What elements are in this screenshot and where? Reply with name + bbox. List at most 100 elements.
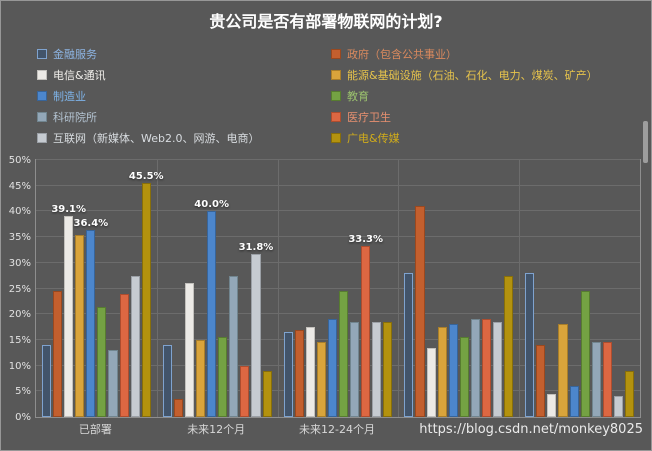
watermark: https://blog.csdn.net/monkey8025 — [419, 422, 643, 437]
legend-label: 政府（包含公共事业） — [347, 47, 457, 61]
bar[interactable] — [218, 337, 228, 417]
bar[interactable]: 39.1% — [51, 204, 86, 417]
bar[interactable] — [294, 329, 304, 417]
legend: 金融服务电信&通讯制造业科研院所互联网（新媒体、Web2.0、网游、电商） 政府（… — [37, 43, 598, 148]
bar[interactable] — [75, 234, 85, 417]
gridline — [36, 390, 640, 392]
legend-swatch-icon — [37, 90, 47, 101]
x-axis-label: 未来12个月 — [187, 423, 246, 436]
bar[interactable] — [481, 319, 492, 417]
gridline — [36, 364, 640, 366]
bar[interactable] — [162, 345, 172, 417]
bar[interactable] — [536, 345, 546, 417]
bar[interactable] — [97, 306, 107, 417]
legend-label: 制造业 — [53, 89, 86, 103]
legend-scrollbar[interactable] — [643, 121, 648, 163]
bar[interactable] — [283, 332, 293, 417]
bar[interactable] — [415, 206, 425, 417]
bar[interactable]: 40.0% — [194, 199, 229, 417]
bar[interactable] — [547, 393, 557, 417]
bar-value-label: 45.5% — [128, 171, 164, 183]
legend-item[interactable]: 科研院所 — [37, 109, 331, 125]
bar[interactable]: 36.4% — [73, 218, 108, 417]
group-separator — [398, 160, 400, 417]
bar[interactable] — [240, 365, 250, 417]
bar[interactable] — [569, 386, 579, 417]
bar[interactable] — [42, 345, 52, 417]
legend-swatch-icon — [37, 69, 47, 80]
bar[interactable] — [108, 350, 118, 417]
bar[interactable] — [119, 293, 129, 417]
bar[interactable] — [602, 342, 612, 417]
bar[interactable] — [504, 275, 514, 417]
bar[interactable] — [305, 327, 315, 417]
bar-value-label: 31.8% — [238, 241, 274, 253]
legend-swatch-icon — [37, 48, 47, 59]
bar[interactable] — [470, 319, 480, 417]
x-axis-labels: 已部署 未来12个月 未来12-24个月 — [35, 421, 639, 437]
bar[interactable] — [613, 396, 623, 417]
legend-label: 能源&基础设施（石油、石化、电力、煤炭、矿产） — [347, 68, 598, 82]
legend-item[interactable]: 金融服务 — [37, 46, 331, 62]
gridline — [36, 313, 640, 315]
bar[interactable] — [404, 273, 414, 417]
bar[interactable] — [558, 324, 568, 417]
bar[interactable] — [196, 339, 206, 417]
legend-item[interactable]: 互联网（新媒体、Web2.0、网游、电商） — [37, 130, 331, 146]
bar[interactable] — [173, 399, 183, 417]
y-axis-label: 45% — [8, 180, 31, 192]
bar[interactable]: 33.3% — [348, 234, 383, 417]
legend-item[interactable]: 医疗卫生 — [331, 109, 598, 125]
gridline — [36, 236, 640, 238]
y-axis-label: 20% — [8, 309, 31, 321]
bar[interactable] — [229, 275, 239, 417]
bar[interactable] — [184, 283, 195, 417]
x-axis-label: 未来12-24个月 — [299, 423, 375, 436]
bar[interactable] — [130, 275, 140, 417]
bar[interactable] — [580, 291, 590, 417]
bar[interactable] — [372, 321, 382, 417]
legend-item[interactable]: 能源&基础设施（石油、石化、电力、煤炭、矿产） — [331, 67, 598, 83]
bar[interactable]: 45.5% — [129, 171, 164, 417]
y-axis-label: 50% — [8, 155, 31, 166]
legend-label: 科研院所 — [53, 110, 97, 124]
bar[interactable] — [338, 291, 349, 417]
bar[interactable] — [459, 337, 469, 417]
bar[interactable] — [327, 319, 337, 417]
gridline — [36, 159, 640, 160]
legend-item[interactable]: 广电&传媒 — [331, 130, 598, 146]
legend-label: 金融服务 — [53, 47, 97, 61]
bar[interactable] — [591, 342, 601, 417]
bar[interactable] — [624, 370, 634, 417]
legend-swatch-icon — [37, 111, 47, 122]
bar-groups: 39.1% 36.4% 45.5% 40.0% 31.8% 33.3% — [36, 160, 640, 417]
gridline — [36, 287, 640, 289]
bar[interactable] — [383, 321, 393, 417]
bar[interactable]: 31.8% — [239, 242, 273, 417]
bar[interactable] — [525, 273, 535, 417]
legend-item[interactable]: 教育 — [331, 88, 598, 104]
legend-swatch-icon — [331, 132, 341, 143]
group-separator — [519, 160, 521, 417]
bar[interactable] — [448, 324, 458, 417]
y-axis-label: 35% — [8, 232, 31, 244]
legend-swatch-icon — [331, 48, 341, 59]
bar[interactable] — [262, 370, 272, 417]
bar-group: 39.1% 36.4% 45.5% — [36, 160, 164, 417]
bar[interactable] — [350, 321, 360, 417]
x-axis-label: 已部署 — [78, 423, 112, 436]
legend-label: 广电&传媒 — [347, 131, 400, 145]
legend-item[interactable]: 制造业 — [37, 88, 331, 104]
legend-item[interactable]: 电信&通讯 — [37, 67, 331, 83]
y-axis-label: 5% — [15, 386, 31, 398]
bar[interactable] — [426, 347, 436, 417]
legend-label: 医疗卫生 — [347, 110, 391, 124]
bar[interactable] — [316, 342, 326, 417]
bar-value-label: 40.0% — [194, 199, 229, 211]
bar[interactable] — [437, 327, 447, 417]
bar[interactable] — [493, 321, 503, 417]
bar[interactable] — [53, 291, 63, 417]
bar-group: 33.3% — [278, 160, 399, 417]
y-axis-label: 30% — [8, 257, 31, 269]
legend-item[interactable]: 政府（包含公共事业） — [331, 46, 598, 62]
